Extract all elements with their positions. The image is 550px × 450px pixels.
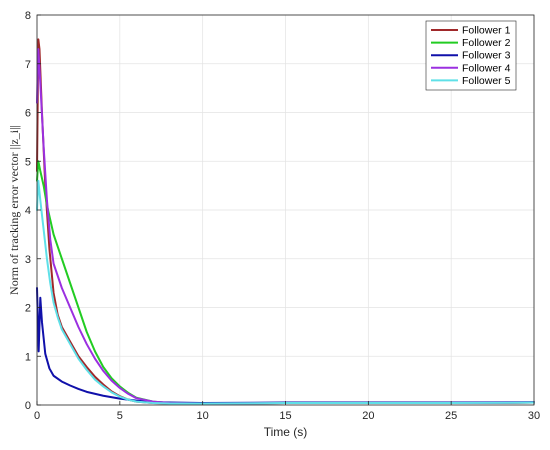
x-tick-label: 5 bbox=[117, 410, 123, 422]
y-tick-label: 0 bbox=[25, 400, 31, 412]
legend-label: Follower 3 bbox=[462, 50, 511, 62]
legend-label: Follower 1 bbox=[462, 25, 511, 37]
x-tick-label: 10 bbox=[197, 410, 209, 422]
legend-label: Follower 5 bbox=[462, 75, 511, 87]
y-tick-label: 6 bbox=[25, 108, 31, 120]
x-tick-label: 0 bbox=[34, 410, 40, 422]
y-tick-label: 5 bbox=[25, 156, 31, 168]
y-tick-label: 2 bbox=[25, 303, 31, 315]
x-tick-label: 20 bbox=[362, 410, 374, 422]
y-tick-label: 8 bbox=[25, 10, 31, 22]
y-tick-label: 1 bbox=[25, 351, 31, 363]
y-ticks: 0 1 2 3 4 5 6 7 8 bbox=[25, 10, 41, 412]
y-tick-label: 7 bbox=[25, 59, 31, 71]
x-tick-label: 25 bbox=[445, 410, 457, 422]
x-axis-label: Time (s) bbox=[264, 425, 308, 439]
x-tick-label: 30 bbox=[528, 410, 540, 422]
x-ticks: 0 5 10 15 20 25 30 bbox=[34, 401, 540, 422]
legend-label: Follower 2 bbox=[462, 37, 511, 49]
x-tick-label: 15 bbox=[279, 410, 291, 422]
y-axis-label: Norm of tracking error vector ||z_i|| bbox=[7, 125, 21, 295]
legend-label: Follower 4 bbox=[462, 62, 511, 74]
y-tick-label: 4 bbox=[25, 205, 31, 217]
y-tick-label: 3 bbox=[25, 254, 31, 266]
